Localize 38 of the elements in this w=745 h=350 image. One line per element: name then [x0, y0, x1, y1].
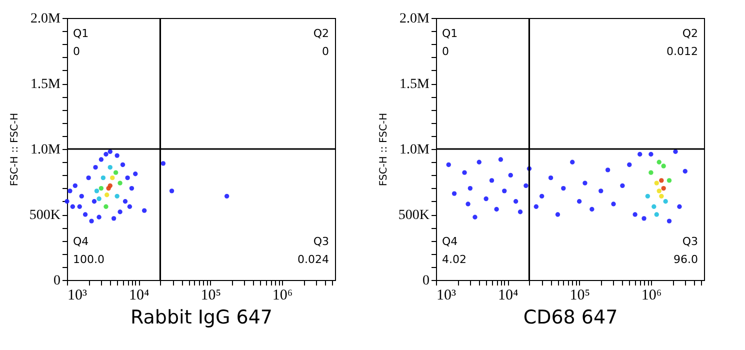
y-tick-label: 1.0M — [30, 142, 62, 158]
y-axis-title: FSC-H :: FSC-H — [378, 112, 390, 186]
annotation: 0 — [442, 45, 449, 58]
annotation: 0.024 — [298, 253, 329, 266]
annotation: 96.0 — [674, 253, 698, 266]
x-tick-label: 10⁵ — [570, 288, 590, 304]
annotation: Q2 — [313, 27, 329, 40]
y-axis-title: FSC-H :: FSC-H — [9, 112, 20, 186]
y-tick-label: 2.0M — [400, 12, 430, 26]
annotation: 0 — [73, 45, 80, 58]
y-tick-label: 500K — [398, 208, 430, 223]
y-tick-label: 2.0M — [30, 12, 62, 26]
x-tick-label: 10⁶ — [272, 288, 293, 304]
x-tick-label: 10³ — [436, 288, 456, 304]
annotation: 100.0 — [73, 253, 104, 266]
annotation: Q3 — [682, 235, 698, 248]
y-tick-label: 0 — [422, 274, 430, 288]
annotation: Q4 — [442, 235, 458, 248]
y-tick-label: 1.5M — [400, 77, 430, 92]
y-tick-label: 0 — [54, 274, 60, 288]
x-tick-label: 10⁴ — [498, 288, 518, 304]
x-tick-label: 10³ — [68, 288, 88, 304]
y-tick-label: 500K — [29, 208, 60, 223]
annotation: Q2 — [682, 27, 698, 40]
x-axis-title: Rabbit IgG 647 — [130, 306, 273, 328]
annotation: 4.02 — [442, 253, 466, 266]
y-tick-label: 1.0M — [400, 142, 430, 158]
annotation: 0 — [322, 45, 329, 58]
annotation: Q4 — [73, 235, 89, 248]
annotation: Q3 — [313, 235, 329, 248]
annotation: 0.012 — [666, 45, 698, 58]
annotation: Q1 — [442, 27, 458, 40]
x-tick-label: 10⁵ — [200, 288, 221, 304]
x-tick-label: 10⁴ — [129, 288, 150, 304]
x-tick-label: 10⁶ — [641, 288, 662, 304]
y-tick-label: 1.5M — [30, 77, 62, 92]
x-axis-title: CD68 647 — [523, 306, 618, 328]
annotation: Q1 — [73, 27, 89, 40]
